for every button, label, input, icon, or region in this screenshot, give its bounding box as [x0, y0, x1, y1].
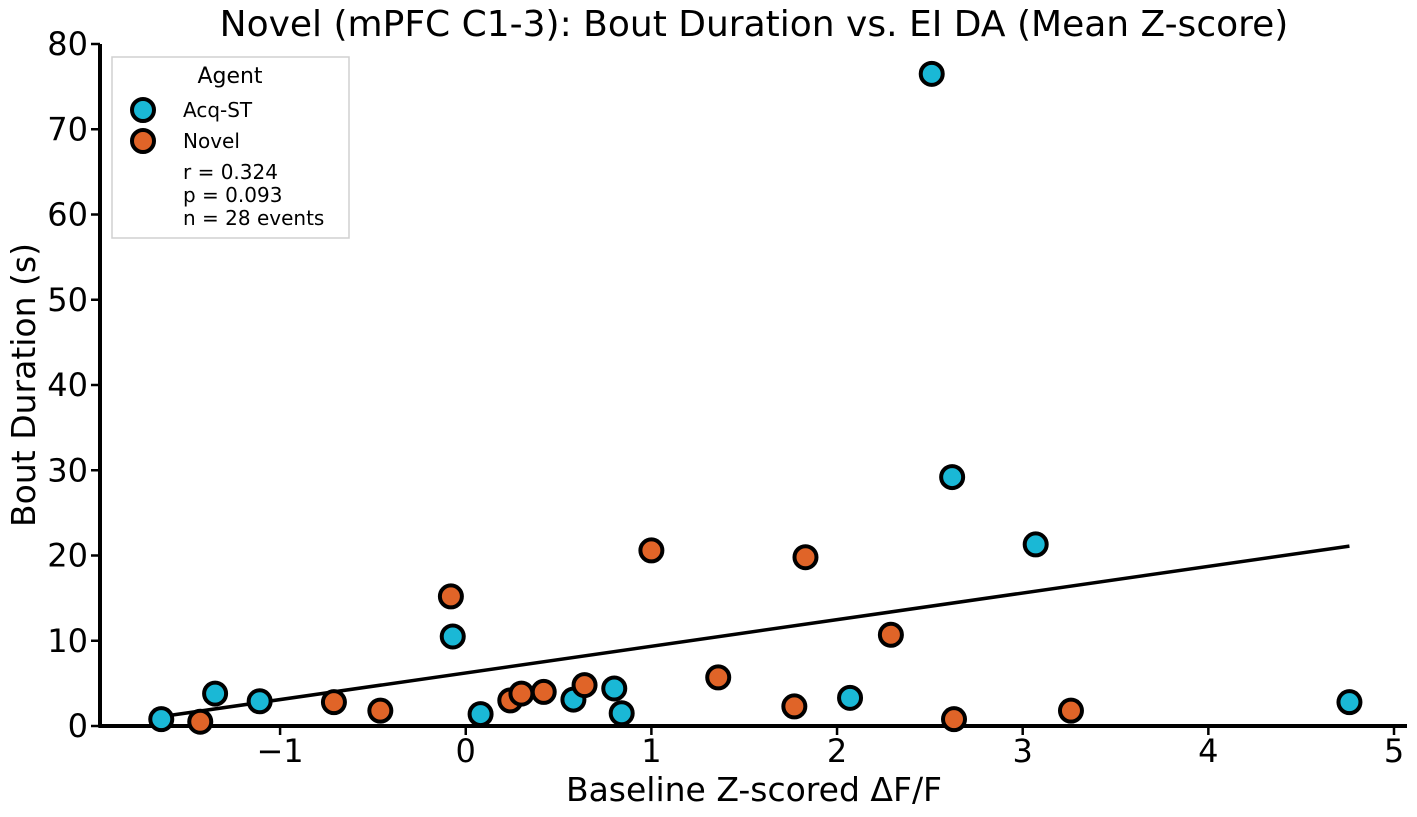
data-point-novel [571, 672, 598, 699]
data-point-acq-st [1022, 531, 1049, 558]
data-point-novel [1057, 697, 1084, 724]
data-point-acq-st [148, 706, 175, 733]
legend-stat-n: n = 28 events [183, 206, 324, 230]
y-tick-label: 70 [47, 110, 88, 148]
x-tick-label: 1 [641, 732, 661, 770]
data-point-novel [320, 689, 347, 716]
legend-title: Agent [197, 64, 262, 89]
data-point-acq-st [202, 680, 229, 707]
data-point-novel [638, 537, 665, 564]
y-tick-label: 10 [47, 622, 88, 660]
y-tick-label: 60 [47, 196, 88, 234]
x-tick-label: −1 [256, 732, 303, 770]
data-point-acq-st [1336, 689, 1363, 716]
legend: Agent Acq-ST Novel r = 0.324 p = 0.093 n… [111, 56, 350, 239]
data-point-novel [437, 583, 464, 610]
y-axis-label: Bout Duration (s) [4, 243, 43, 527]
y-tick-label: 40 [47, 366, 88, 404]
data-point-novel [530, 678, 557, 705]
data-point-acq-st [439, 623, 466, 650]
plot-area: 0 10 20 30 40 50 60 70 80 −1 0 1 2 3 4 5 [47, 25, 1407, 770]
regression-line [161, 544, 1350, 719]
x-tick-label: 5 [1384, 732, 1404, 770]
legend-stat-p: p = 0.093 [183, 183, 282, 207]
data-point-novel [187, 708, 214, 735]
data-point-acq-st [467, 701, 494, 728]
legend-label-acq-st: Acq-ST [183, 98, 253, 122]
legend-stat-r: r = 0.324 [183, 160, 278, 184]
data-point-acq-st [837, 684, 864, 711]
x-axis-label: Baseline Z-scored ΔF/F [566, 770, 942, 809]
data-point-novel [367, 697, 394, 724]
x-tick-label: 3 [1013, 732, 1033, 770]
legend-marker-novel [130, 128, 156, 154]
data-point-novel [781, 693, 808, 720]
data-point-novel [941, 706, 968, 733]
data-point-acq-st [601, 675, 628, 702]
x-tick-label: 2 [827, 732, 847, 770]
data-point-acq-st [246, 688, 273, 715]
chart-title: Novel (mPFC C1-3): Bout Duration vs. EI … [220, 4, 1289, 45]
y-tick-label: 50 [47, 281, 88, 319]
data-point-acq-st [918, 60, 945, 87]
data-point-novel [705, 664, 732, 691]
data-point-novel [877, 621, 904, 648]
x-tick-label: 0 [456, 732, 476, 770]
legend-label-novel: Novel [183, 129, 240, 153]
y-tick-label: 20 [47, 537, 88, 575]
y-tick-label: 30 [47, 451, 88, 489]
data-point-acq-st [608, 700, 635, 727]
legend-marker-acq-st [130, 97, 156, 123]
y-tick-label: 80 [47, 25, 88, 63]
data-point-novel [792, 544, 819, 571]
data-point-novel [508, 680, 535, 707]
x-tick-label: 4 [1198, 732, 1218, 770]
data-point-acq-st [939, 464, 966, 491]
y-tick-label: 0 [68, 707, 88, 745]
